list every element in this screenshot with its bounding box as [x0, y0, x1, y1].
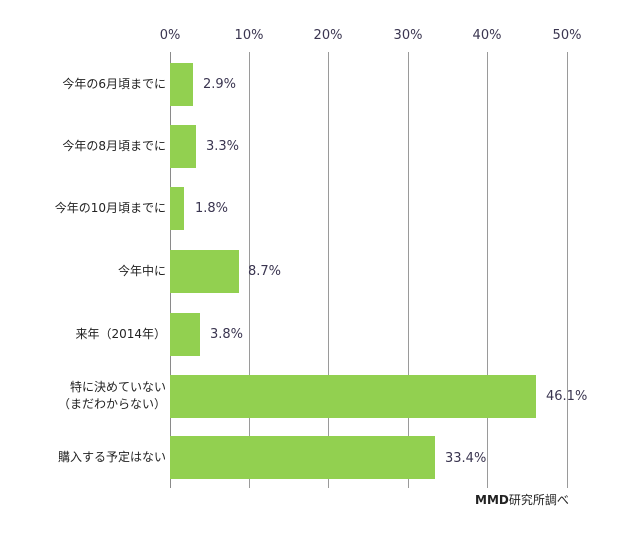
bar-6month: [170, 63, 193, 106]
tick-label-20: 20%: [313, 28, 343, 43]
value-label: 33.4%: [445, 451, 487, 466]
category-label: 特に決めていない （まだわからない）: [58, 379, 166, 413]
bar-10month: [170, 187, 184, 230]
category-label: 今年中に: [117, 264, 166, 278]
bar-this-year: [170, 250, 239, 293]
source-brand: MMD: [475, 493, 509, 507]
value-label: 3.3%: [206, 139, 240, 154]
category-label: 今年の8月頃までに: [62, 139, 166, 153]
bar-next-year: [170, 313, 200, 356]
gridline-50: [567, 52, 568, 488]
category-label: 購入する予定はない: [57, 450, 166, 464]
tick-label-30: 30%: [393, 28, 423, 43]
source-text: 研究所調べ: [508, 493, 569, 507]
tick-label-50: 50%: [552, 28, 582, 43]
value-label: 8.7%: [248, 264, 282, 279]
gridline-20: [328, 52, 329, 488]
tick-label-40: 40%: [472, 28, 502, 43]
value-label: 1.8%: [195, 201, 229, 216]
value-label: 3.8%: [210, 327, 244, 342]
category-label: 今年の10月頃までに: [54, 201, 166, 215]
tick-label-10: 10%: [234, 28, 264, 43]
category-label: 今年の6月頃までに: [62, 77, 166, 91]
category-label-line2: （まだわからない）: [57, 397, 166, 411]
source-annotation: MMD研究所調べ: [475, 491, 569, 508]
value-label: 46.1%: [546, 389, 588, 404]
bar-no-plan: [170, 436, 435, 479]
gridline-10: [249, 52, 250, 488]
bar-undecided: [170, 375, 536, 418]
category-label: 来年（2014年）: [75, 327, 166, 341]
gridline-40: [487, 52, 488, 488]
value-label: 2.9%: [203, 77, 237, 92]
tick-label-0: 0%: [159, 28, 181, 43]
gridline-30: [408, 52, 409, 488]
bar-8month: [170, 125, 196, 168]
category-label-line1: 特に決めていない: [69, 380, 166, 394]
